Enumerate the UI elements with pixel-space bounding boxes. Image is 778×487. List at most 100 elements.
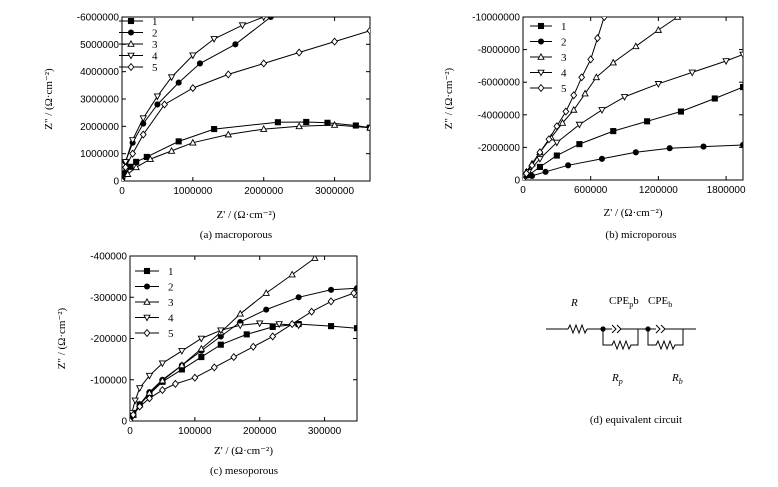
- series-4-point: [598, 107, 606, 114]
- circuit-label-cpe-pb-tail: b: [633, 295, 639, 307]
- series-1-point: [328, 323, 335, 330]
- series-3-point: [654, 25, 663, 33]
- series-4-point: [145, 372, 154, 380]
- series-1-point: [269, 323, 276, 331]
- series-2-point: [528, 172, 536, 179]
- series-4-point: [167, 74, 176, 82]
- series-5-point: [136, 402, 144, 411]
- series-4-point: [536, 156, 544, 163]
- legend-label-3: 3: [152, 39, 158, 51]
- legend-marker-3: [143, 297, 151, 305]
- series-3-point: [311, 256, 319, 261]
- legend-marker-4: [143, 314, 151, 322]
- circuit-label-cpe-pb-sub: p: [629, 300, 633, 309]
- series-5-point: [146, 394, 153, 403]
- series-2-point: [542, 168, 549, 175]
- circuit-label-rp-sub: p: [618, 377, 623, 386]
- legend-marker-5: [537, 83, 545, 93]
- legend-label-4: 4: [152, 51, 158, 63]
- series-1-line: [122, 121, 370, 181]
- y-tick-label: 4000000: [80, 67, 119, 78]
- series-3-point: [330, 120, 339, 128]
- series-2-point: [666, 145, 673, 152]
- series-4-point: [210, 36, 218, 43]
- series-1-point: [243, 331, 250, 338]
- circuit-cpe1-symbol-a: [611, 324, 617, 334]
- x-tick-label: 300000: [308, 426, 342, 437]
- series-1-point: [127, 163, 134, 170]
- series-5-point: [139, 130, 147, 139]
- series-3-point: [259, 125, 268, 132]
- circuit-rp-branch: [602, 329, 639, 351]
- circuit-caption: (d) equivalent circuit: [590, 414, 682, 426]
- y-tick-label: 0: [514, 176, 520, 187]
- series-2-point: [700, 143, 707, 150]
- series-1-point: [644, 118, 651, 125]
- series-5-point: [288, 319, 296, 329]
- series-4-point: [139, 115, 148, 123]
- x-tick-label: 0: [520, 185, 526, 196]
- series-5-point: [269, 332, 277, 341]
- legend-label-1: 1: [152, 16, 158, 28]
- x-tick-label: 1200000: [639, 185, 678, 196]
- series-2-line: [130, 287, 357, 421]
- legend-label-2: 2: [168, 282, 174, 294]
- legend-label-5: 5: [152, 62, 158, 74]
- legend-marker-5: [143, 328, 151, 338]
- series-1-point: [711, 95, 718, 102]
- circuit-label-rb-main: R: [671, 372, 679, 384]
- circuit-label-cpe-b-sub: b: [668, 300, 672, 309]
- series-5-point: [224, 70, 232, 79]
- legend-label-1: 1: [168, 266, 174, 278]
- x-axis-label: Z' / (Ω·cm⁻²): [604, 207, 663, 219]
- y-tick-label: -8000000: [478, 45, 521, 56]
- x-axis-label: Z' / (Ω·cm⁻²): [214, 445, 273, 457]
- series-3-point: [158, 376, 167, 384]
- series-2-point: [598, 155, 606, 162]
- series-4-point: [128, 137, 137, 145]
- circuit-resistor-r: [567, 323, 588, 335]
- legend-label-5: 5: [168, 328, 174, 340]
- panel-a-caption: (a) macroporous: [200, 229, 272, 241]
- panel-b-caption: (b) microporous: [605, 229, 676, 241]
- series-3-point: [224, 130, 233, 138]
- series-3-point: [592, 73, 601, 81]
- legend-label-2: 2: [152, 28, 158, 40]
- series-4-point: [217, 327, 225, 335]
- series-4-line: [122, 17, 264, 181]
- circuit-label-cpe-b-main: CPE: [648, 295, 668, 307]
- series-1-point: [536, 163, 543, 171]
- series-layer: [130, 256, 357, 421]
- series-5-point: [366, 26, 370, 35]
- series-1-line: [130, 323, 357, 421]
- series-1-point: [274, 119, 281, 126]
- series-1-point: [610, 128, 617, 135]
- equivalent-circuit-diagram: R CPEpb CPEb Rp Rb (d) equivalent circui…: [546, 295, 696, 426]
- series-4-point: [739, 51, 743, 59]
- series-5-point: [295, 48, 303, 57]
- series-4-point: [294, 322, 303, 330]
- x-tick-label: 2000000: [244, 186, 283, 197]
- series-2-point: [232, 41, 239, 48]
- series-3-point: [178, 361, 186, 369]
- y-tick-label: 2000000: [80, 122, 119, 133]
- y-tick-label: -200000: [90, 334, 127, 345]
- y-tick-label: -10000000: [472, 13, 520, 24]
- panel-c-mesoporous-chart: 0 100000 200000 300000 0 -100000 -200000 -30000…: [56, 252, 358, 457]
- circuit-label-cpe-pb-main: CPE: [609, 295, 629, 307]
- series-3-point: [581, 89, 589, 97]
- series-3-point: [673, 17, 682, 20]
- y-tick-label: -2000000: [478, 143, 521, 154]
- series-2-point: [154, 101, 161, 108]
- series-2-point: [739, 141, 743, 149]
- legend-label-1: 1: [561, 21, 567, 33]
- series-1-point: [217, 341, 224, 348]
- series-4-point: [158, 360, 167, 368]
- series-5-point: [130, 416, 134, 421]
- legend-marker-2: [127, 29, 135, 36]
- series-4-point: [722, 58, 730, 66]
- series-1-point: [175, 138, 182, 145]
- series-4-point: [238, 22, 247, 30]
- panel-a-macroporous-chart: 0 1000000 2000000 3000000 0 1000000 2000000 300…: [43, 13, 371, 221]
